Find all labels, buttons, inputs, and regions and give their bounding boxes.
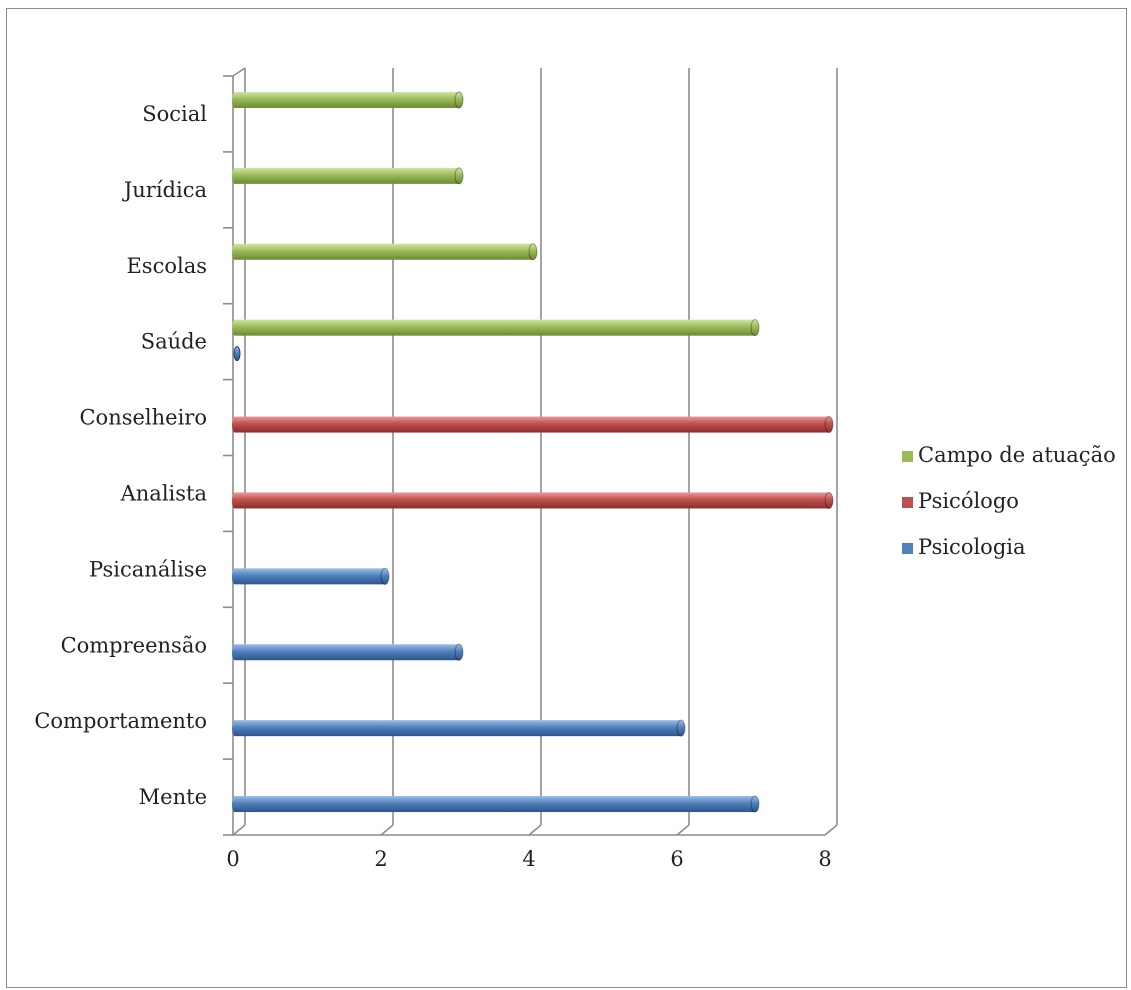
bar-body xyxy=(235,720,681,737)
bar-psicologia-3 xyxy=(232,643,464,661)
legend-label: Psicólogo xyxy=(918,489,1019,513)
floor-gridline xyxy=(380,824,394,836)
x-tick-label: 8 xyxy=(818,847,831,871)
bar-base xyxy=(232,319,238,336)
bar-base xyxy=(232,243,238,260)
bar-cap xyxy=(454,643,464,661)
legend-swatch xyxy=(902,543,913,554)
bar-body xyxy=(235,568,385,585)
legend-swatch xyxy=(902,451,913,462)
bar-psicologia-saude xyxy=(233,346,241,362)
legend-label: Psicologia xyxy=(918,535,1026,559)
floor-gridline xyxy=(232,824,246,836)
bar-body xyxy=(235,243,533,260)
category-label: Social xyxy=(142,102,207,126)
bar-body xyxy=(235,796,755,813)
bar-cap xyxy=(454,167,464,185)
bar-cap xyxy=(750,795,760,813)
bar-psicologia-2 xyxy=(232,719,686,737)
category-label: Jurídica xyxy=(122,178,207,202)
bar-cap xyxy=(528,243,538,261)
bar-cap xyxy=(824,416,834,434)
bar-base xyxy=(232,720,238,737)
bar-body xyxy=(235,319,755,336)
bar-base xyxy=(232,492,238,509)
bar-cap xyxy=(454,91,464,109)
bar-campo-de-atua-o-8 xyxy=(232,243,538,261)
bar-base xyxy=(232,796,238,813)
x-tick-label: 0 xyxy=(226,847,239,871)
bar-campo-de-atua-o-7 xyxy=(232,319,760,337)
category-label: Escolas xyxy=(126,254,207,278)
legend-swatch xyxy=(902,497,913,508)
bar-psicologia-4 xyxy=(232,567,390,585)
category-label: Saúde xyxy=(141,330,207,354)
category-label: Mente xyxy=(139,785,207,809)
bar-base xyxy=(232,416,238,433)
x-tick-label: 4 xyxy=(522,847,535,871)
bar-cap xyxy=(824,491,834,509)
bar-campo-de-atua-o-9 xyxy=(232,167,464,185)
bar-base xyxy=(232,167,238,184)
bar-body xyxy=(235,416,829,433)
category-label: Analista xyxy=(120,481,207,505)
category-label: Conselheiro xyxy=(79,406,207,430)
floor-gridline xyxy=(528,824,542,836)
category-label: Psicanálise xyxy=(89,557,207,581)
bar-base xyxy=(232,568,238,585)
bar-cap xyxy=(750,319,760,337)
category-label: Comportamento xyxy=(34,709,207,733)
axis-corner xyxy=(232,67,246,77)
x-tick-label: 6 xyxy=(670,847,683,871)
bar-cap xyxy=(676,719,686,737)
x-tick-label: 2 xyxy=(374,847,387,871)
floor-gridline xyxy=(824,824,838,836)
bar-body xyxy=(235,492,829,509)
bar-base xyxy=(232,644,238,661)
bar-psicologia-1 xyxy=(232,795,760,813)
bar-body xyxy=(235,91,459,108)
legend-label: Campo de atuação xyxy=(918,443,1116,467)
bar-body xyxy=(235,644,459,661)
bar-body xyxy=(235,167,459,184)
bar-base xyxy=(232,91,238,108)
bar-psic-logo-5 xyxy=(232,491,834,509)
floor-gridline xyxy=(676,824,690,836)
bar-campo-de-atua-o-10 xyxy=(232,91,464,109)
category-label: Compreensão xyxy=(61,633,207,657)
bar-cap xyxy=(380,567,390,585)
bar-psic-logo-6 xyxy=(232,416,834,434)
